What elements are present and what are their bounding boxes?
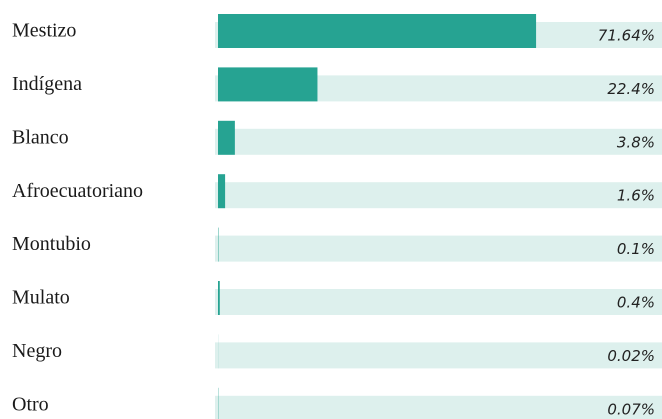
value-label: 3.8% [617, 133, 655, 151]
bar [218, 281, 220, 315]
bar [218, 67, 318, 102]
category-label: Negro [12, 340, 62, 362]
value-label: 71.64% [598, 27, 655, 45]
value-label: 0.07% [607, 400, 655, 418]
value-label: 1.6% [617, 187, 655, 205]
bar-track [215, 289, 662, 315]
bar [218, 14, 537, 48]
bar [218, 120, 235, 155]
bar-track [215, 182, 662, 209]
category-label: Indígena [12, 73, 82, 95]
value-label: 22.4% [607, 80, 655, 98]
bar-track [215, 342, 662, 369]
bar [218, 174, 226, 209]
value-label: 0.02% [607, 347, 655, 365]
category-label: Montubio [12, 233, 91, 255]
bar-track [215, 235, 662, 262]
category-label: Afroecuatoriano [12, 180, 143, 202]
bar-track [215, 128, 662, 155]
value-label: 0.4% [617, 294, 655, 312]
bar-track [215, 395, 662, 419]
category-label: Otro [12, 393, 49, 415]
value-label: 0.1% [617, 240, 655, 258]
category-label: Mulato [12, 287, 70, 309]
category-label: Blanco [12, 126, 69, 148]
category-label: Mestizo [12, 20, 76, 42]
